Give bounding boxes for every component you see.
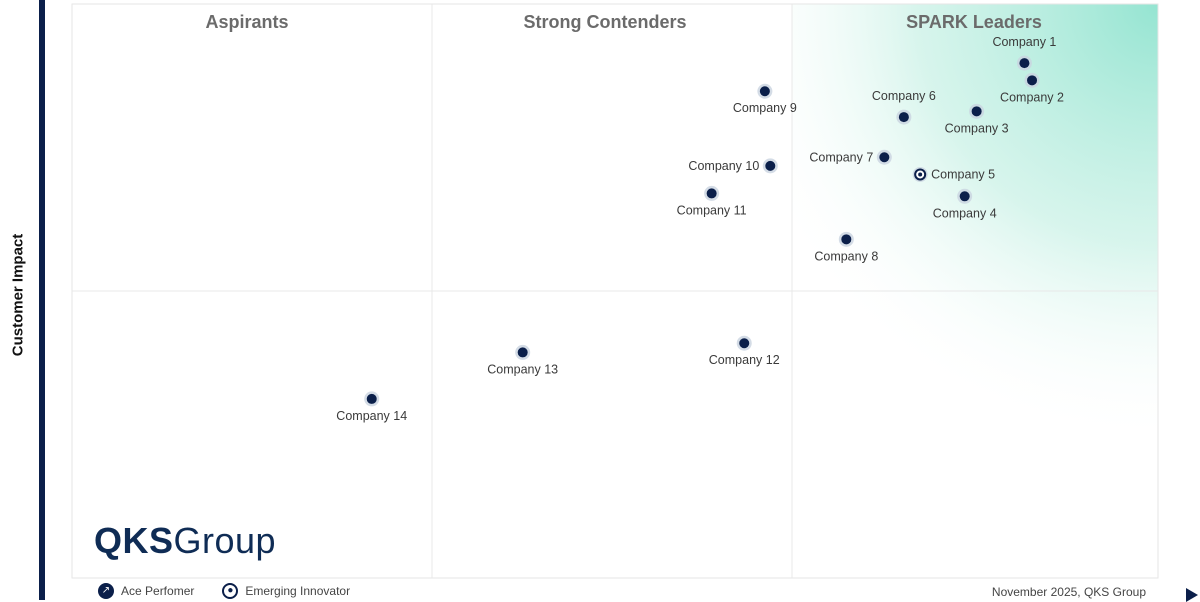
quadrant-title-aspirants: Aspirants [205,12,288,32]
point-marker [706,188,717,199]
point-marker [517,347,528,358]
point-marker [959,191,970,202]
point-marker [1019,58,1030,69]
legend-label-emerging: Emerging Innovator [245,584,351,598]
trend-icon: ↗ [98,583,114,599]
logo-rest: Group [173,520,277,561]
point-company-10[interactable]: Company 10 [688,158,778,174]
point-label-company-13: Company 13 [487,362,558,376]
legend: ↗ Ace Perfomer ● Emerging Innovator [98,583,350,599]
point-company-13[interactable]: Company 13 [487,344,558,377]
quadrant-title-strong-contenders: Strong Contenders [523,12,686,32]
point-label-company-7: Company 7 [809,150,873,164]
point-company-14[interactable]: Company 14 [336,391,407,423]
point-marker [879,152,890,163]
point-company-6[interactable]: Company 6 [872,89,936,125]
point-marker [971,106,982,117]
point-company-3[interactable]: Company 3 [945,103,1009,136]
point-label-company-6: Company 6 [872,89,936,103]
points-layer: Company 1 Company 2 Company 3 Company 4 Comp… [336,35,1064,423]
point-company-12[interactable]: Company 12 [709,335,780,368]
point-label-company-5: Company 5 [931,167,995,181]
legend-label-ace: Ace Perfomer [121,584,195,598]
point-label-company-2: Company 2 [1000,90,1064,104]
point-label-company-9: Company 9 [733,101,797,115]
logo-bold: QKS [94,520,174,561]
x-axis-arrow-icon [1186,588,1198,602]
point-marker [739,338,750,349]
point-label-company-8: Company 8 [814,249,878,263]
point-marker [841,234,852,245]
emerging-innovator-mark [918,172,923,177]
quadrant-title-spark-leaders: SPARK Leaders [906,12,1042,32]
emerging-icon: ● [222,583,239,599]
point-company-4[interactable]: Company 4 [933,188,997,221]
footer-note: November 2025, QKS Group [991,585,1146,599]
point-marker [765,160,776,171]
point-label-company-10: Company 10 [688,159,759,173]
point-company-9[interactable]: Company 9 [733,83,797,116]
point-marker [366,393,377,404]
point-company-11[interactable]: Company 11 [677,185,747,218]
point-company-2[interactable]: Company 2 [1000,72,1064,105]
point-label-company-14: Company 14 [336,409,407,423]
y-axis-line [39,0,45,600]
point-company-7[interactable]: Company 7 [809,149,892,165]
point-company-5[interactable]: Company 5 [912,166,995,182]
point-label-company-12: Company 12 [709,353,780,367]
point-label-company-4: Company 4 [933,206,997,220]
point-marker [759,86,770,97]
point-label-company-3: Company 3 [945,121,1009,135]
legend-item-ace: ↗ Ace Perfomer [98,583,194,599]
point-company-1[interactable]: Company 1 [992,35,1056,71]
point-marker [898,112,909,123]
point-company-8[interactable]: Company 8 [814,231,878,264]
point-marker [1027,75,1038,86]
point-label-company-11: Company 11 [677,203,747,217]
point-label-company-1: Company 1 [992,35,1056,49]
legend-item-emerging: ● Emerging Innovator [222,583,350,599]
qks-group-logo: QKSGroup [94,520,276,562]
